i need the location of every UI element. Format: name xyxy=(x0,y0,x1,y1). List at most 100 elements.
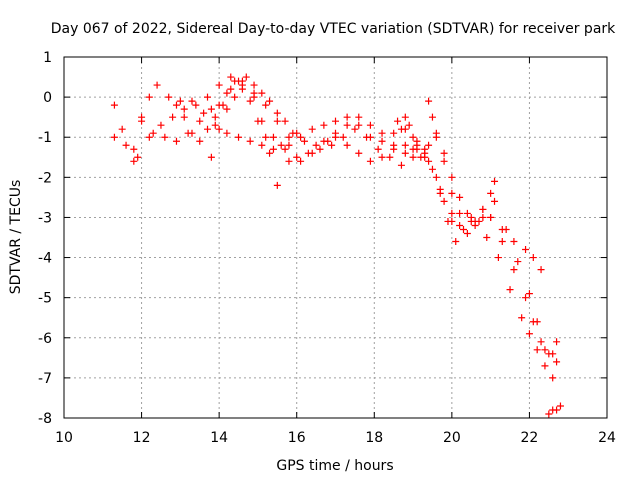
data-point xyxy=(448,189,456,197)
data-point xyxy=(308,149,316,157)
data-point xyxy=(432,129,440,137)
data-point xyxy=(432,173,440,181)
chart-title: Day 067 of 2022, Sidereal Day-to-day VTE… xyxy=(51,21,616,37)
data-point xyxy=(266,97,274,105)
data-point xyxy=(378,129,386,137)
data-point xyxy=(293,153,301,161)
data-point xyxy=(366,157,374,165)
y-tick-label: -5 xyxy=(38,291,52,307)
data-point xyxy=(409,153,417,161)
data-point xyxy=(483,234,491,241)
data-point xyxy=(343,121,351,129)
data-point xyxy=(343,141,351,149)
y-tick-label: -1 xyxy=(38,130,52,146)
data-point xyxy=(207,105,215,113)
data-point xyxy=(262,133,270,141)
data-point xyxy=(281,145,289,153)
x-tick-label: 24 xyxy=(598,430,616,446)
data-point xyxy=(110,133,118,141)
data-point xyxy=(541,362,549,370)
x-tick-label: 22 xyxy=(521,430,539,446)
data-point xyxy=(425,97,433,105)
y-tick-label: -8 xyxy=(38,411,52,427)
data-point xyxy=(180,105,188,113)
data-point xyxy=(498,238,506,246)
data-point xyxy=(553,358,561,366)
axis-ticks xyxy=(63,56,608,419)
data-point xyxy=(401,113,409,121)
data-point xyxy=(514,258,522,266)
data-point xyxy=(269,133,277,141)
data-point xyxy=(200,109,208,117)
x-tick-label: 10 xyxy=(55,430,73,446)
data-point xyxy=(285,133,293,141)
data-point xyxy=(289,129,297,137)
data-point xyxy=(122,141,130,149)
data-point xyxy=(374,145,382,153)
data-point xyxy=(456,209,464,217)
data-point xyxy=(386,153,394,161)
data-point xyxy=(487,213,495,221)
data-point xyxy=(351,125,359,133)
y-tick-label: -7 xyxy=(38,371,52,387)
data-point xyxy=(522,294,530,302)
data-point xyxy=(425,141,433,149)
data-point xyxy=(355,113,363,121)
data-point xyxy=(227,85,235,93)
x-tick-label: 18 xyxy=(365,430,383,446)
data-point xyxy=(165,93,173,101)
x-axis-title: GPS time / hours xyxy=(276,458,393,474)
y-tick-label: -2 xyxy=(38,170,52,186)
data-point xyxy=(235,77,243,85)
y-tick-label: 0 xyxy=(43,90,52,106)
data-point xyxy=(320,121,328,129)
data-point xyxy=(215,125,223,133)
series-track-5 xyxy=(172,73,297,145)
data-point xyxy=(145,133,153,141)
data-point xyxy=(285,141,293,149)
data-point xyxy=(211,113,219,121)
data-point xyxy=(277,141,285,149)
data-point xyxy=(390,129,398,137)
data-point xyxy=(459,225,467,233)
data-point xyxy=(440,197,448,205)
data-point xyxy=(533,318,541,326)
data-point xyxy=(130,157,138,165)
data-point xyxy=(366,121,374,129)
data-point xyxy=(250,89,258,97)
data-point xyxy=(444,217,452,225)
data-point xyxy=(378,137,386,145)
data-point xyxy=(502,225,510,233)
data-point xyxy=(188,97,196,105)
x-tick-label: 12 xyxy=(133,430,151,446)
data-point xyxy=(285,157,293,165)
plot-frame xyxy=(63,56,608,419)
data-point xyxy=(440,149,448,157)
data-point xyxy=(491,177,499,185)
data-point xyxy=(343,113,351,121)
series-track-6 xyxy=(394,97,564,418)
data-point xyxy=(242,73,250,81)
data-point xyxy=(223,105,231,113)
data-point xyxy=(428,113,436,121)
data-point xyxy=(328,141,336,149)
data-point xyxy=(219,101,227,109)
data-point xyxy=(545,410,553,418)
data-point xyxy=(188,129,196,137)
data-point xyxy=(537,338,545,346)
data-point xyxy=(533,346,541,354)
data-point xyxy=(390,141,398,149)
data-point xyxy=(262,101,270,109)
data-point xyxy=(553,406,561,414)
data-point xyxy=(440,157,448,165)
data-point xyxy=(394,117,402,125)
data-point xyxy=(196,137,204,145)
data-point xyxy=(149,129,157,137)
data-point xyxy=(355,121,363,129)
data-point xyxy=(397,161,405,169)
series-track-2 xyxy=(110,73,561,366)
y-tick-label: -4 xyxy=(38,251,52,267)
data-point xyxy=(332,129,339,137)
y-tick-label: -3 xyxy=(38,210,52,226)
